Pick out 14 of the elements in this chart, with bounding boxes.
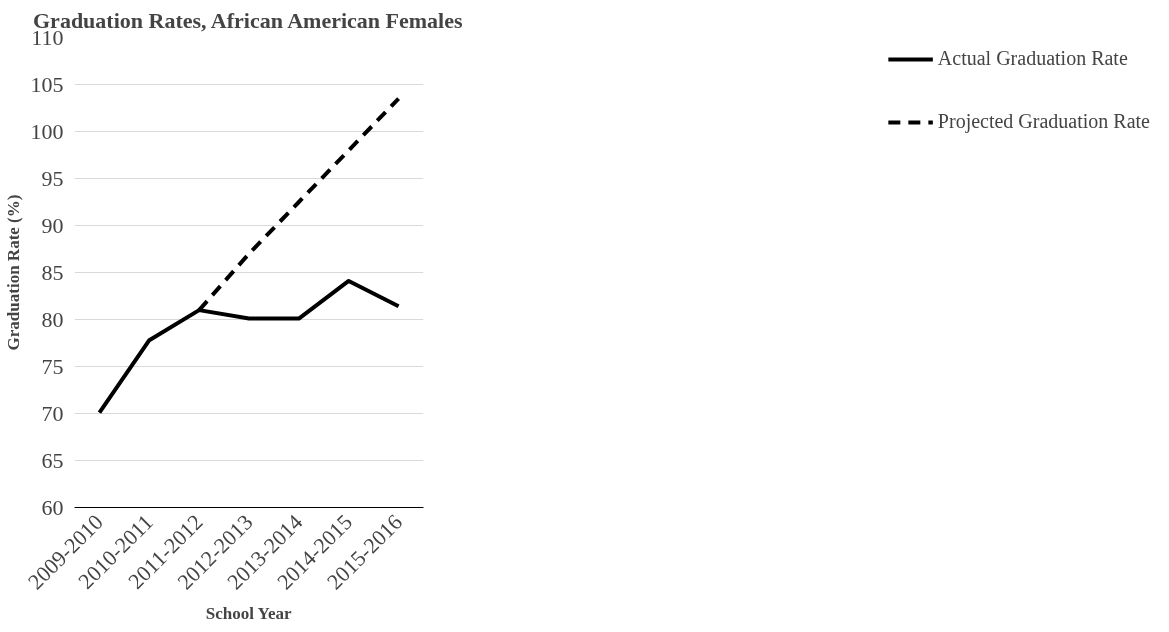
y-tick-label: 90: [41, 212, 64, 238]
x-axis-title: School Year: [205, 603, 293, 623]
y-tick-label: 60: [41, 494, 64, 520]
y-tick-label: 70: [41, 400, 64, 426]
y-tick-label: 65: [41, 447, 64, 473]
y-tick-label: 85: [41, 259, 64, 285]
y-axis-title: Graduation Rate (%): [3, 194, 23, 351]
y-tick-label: 80: [41, 306, 64, 332]
legend-label: Actual Graduation Rate: [937, 47, 1128, 70]
y-tick-label: 95: [41, 165, 64, 191]
y-tick-label: 105: [30, 71, 64, 97]
legend-label: Projected Graduation Rate: [937, 110, 1150, 133]
y-tick-label: 75: [41, 353, 64, 379]
y-tick-label: 100: [30, 118, 64, 144]
